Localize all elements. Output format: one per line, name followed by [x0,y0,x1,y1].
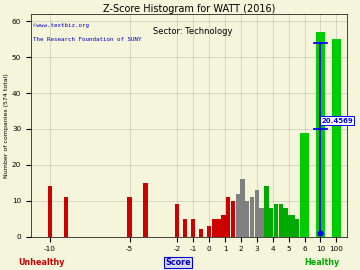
Bar [274,204,278,237]
Bar [250,197,254,237]
Bar [64,197,68,237]
Bar [212,219,216,237]
Title: Z-Score Histogram for WATT (2016): Z-Score Histogram for WATT (2016) [103,4,275,14]
Bar [240,179,245,237]
Bar [255,190,259,237]
Text: Sector: Technology: Sector: Technology [153,27,232,36]
Bar [300,133,309,237]
Text: Unhealthy: Unhealthy [18,258,65,266]
Bar [291,215,295,237]
Bar [191,219,195,237]
Text: Score: Score [165,258,191,266]
Bar [199,230,203,237]
Bar [279,204,283,237]
Text: Healthy: Healthy [305,258,340,266]
Text: 20.4569: 20.4569 [321,118,353,124]
Text: The Research Foundation of SUNY: The Research Foundation of SUNY [32,38,141,42]
Bar [231,201,235,237]
Bar [316,32,325,237]
Text: ©www.textbiz.org: ©www.textbiz.org [32,23,89,28]
Bar [294,219,299,237]
Bar [287,215,291,237]
Bar [264,186,269,237]
Bar [226,197,230,237]
Bar [260,208,264,237]
Bar [216,219,221,237]
Bar [283,208,288,237]
Bar [175,204,179,237]
Bar [332,39,341,237]
Bar [127,197,132,237]
Bar [245,201,249,237]
Bar [221,215,226,237]
Bar [207,226,211,237]
Bar [48,186,52,237]
Bar [143,183,148,237]
Y-axis label: Number of companies (574 total): Number of companies (574 total) [4,73,9,178]
Bar [235,194,240,237]
Bar [183,219,188,237]
Bar [269,208,273,237]
